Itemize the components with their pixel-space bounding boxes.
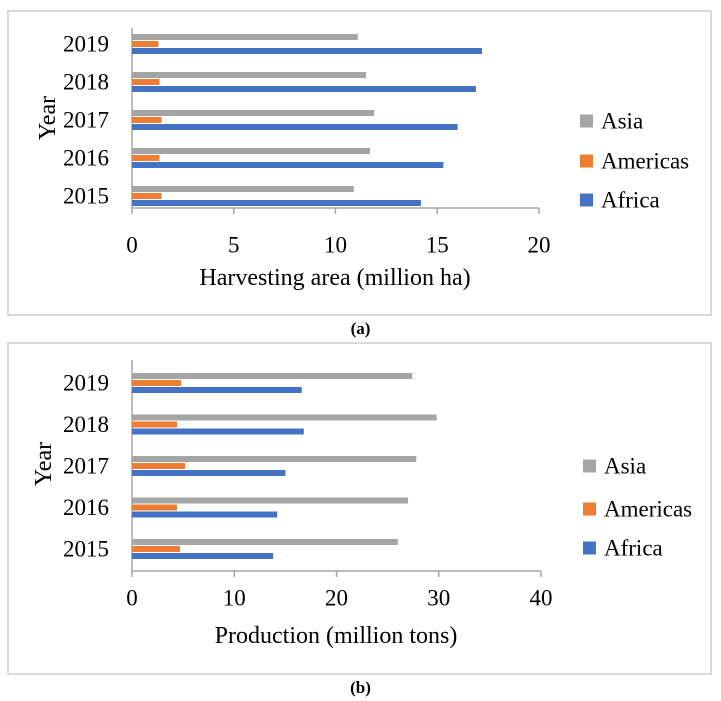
- x-tick-label: 20: [325, 586, 348, 611]
- bar-americas-2019: [132, 380, 182, 386]
- year-tick-label: 2015: [63, 184, 109, 209]
- bar-americas-2015: [132, 193, 162, 199]
- year-tick-label: 2017: [63, 108, 109, 133]
- year-tick-label: 2018: [63, 70, 109, 95]
- legend-label-africa: Africa: [604, 536, 663, 561]
- bar-asia-2019: [132, 373, 413, 379]
- bar-americas-2017: [132, 117, 162, 123]
- bar-americas-2018: [132, 79, 160, 85]
- legend-label-asia: Asia: [604, 454, 646, 479]
- caption-b: (b): [350, 678, 371, 697]
- legend-label-americas: Americas: [601, 149, 689, 174]
- bar-africa-2019: [132, 387, 302, 393]
- bar-americas-2015: [132, 546, 181, 552]
- bar-africa-2016: [132, 511, 278, 518]
- bar-africa-2017: [132, 124, 458, 130]
- production-chart: 0 10 20 30 40 2019 2018 2017 2016 2015 Production …: [31, 360, 692, 649]
- bar-americas-2016: [132, 155, 160, 161]
- legend-swatch-asia: [583, 459, 596, 473]
- x-tick-label: 0: [126, 586, 138, 611]
- legend-swatch-africa: [580, 193, 593, 207]
- legend-swatch-americas: [583, 502, 596, 516]
- x-tick-label: 40: [530, 586, 553, 611]
- x-tick-label: 0: [126, 233, 138, 258]
- legend-label-asia: Asia: [601, 109, 643, 134]
- legend-swatch-americas: [580, 154, 593, 168]
- x-tick-label: 15: [426, 233, 449, 258]
- caption-a: (a): [350, 319, 371, 338]
- x-tick-label: 20: [528, 233, 551, 258]
- bar-asia-2015: [132, 539, 398, 545]
- y-axis-title: Year: [31, 442, 57, 486]
- bar-africa-2017: [132, 470, 286, 476]
- legend-swatch-asia: [580, 114, 593, 128]
- x-axis-title: Harvesting area (million ha): [199, 265, 470, 291]
- x-tick-label: 5: [228, 233, 240, 258]
- panel-b-production: 0 10 20 30 40 2019 2018 2017 2016 2015 Production …: [7, 342, 712, 675]
- bar-africa-2016: [132, 162, 444, 168]
- bar-asia-2015: [132, 186, 354, 192]
- x-tick-label: 10: [324, 233, 347, 258]
- bar-africa-2015: [132, 200, 421, 206]
- x-tick-label: 30: [427, 586, 450, 611]
- bar-africa-2015: [132, 553, 274, 559]
- year-tick-label: 2017: [63, 454, 109, 479]
- year-tick-label: 2016: [63, 495, 109, 520]
- legend-label-africa: Africa: [601, 188, 660, 213]
- bar-asia-2018: [132, 72, 367, 78]
- bar-americas-2019: [132, 41, 159, 47]
- bar-asia-2019: [132, 34, 358, 40]
- bar-africa-2019: [132, 48, 483, 54]
- bar-asia-2016: [132, 497, 409, 504]
- y-axis-title: Year: [35, 96, 61, 140]
- bar-asia-2017: [132, 456, 417, 462]
- bar-asia-2017: [132, 110, 375, 116]
- legend-swatch-africa: [583, 541, 596, 555]
- bar-africa-2018: [132, 86, 476, 92]
- year-tick-label: 2015: [63, 537, 109, 562]
- year-tick-label: 2016: [63, 146, 109, 171]
- bar-asia-2016: [132, 148, 371, 154]
- bar-americas-2017: [132, 463, 186, 469]
- legend-label-americas: Americas: [604, 497, 692, 522]
- x-tick-label: 10: [223, 586, 246, 611]
- harvesting-area-chart: 0 5 10 15 20 2019 2018 2017 2016 2015 Harvesting a…: [35, 28, 689, 291]
- x-axis-title: Production (million tons): [215, 623, 458, 649]
- year-tick-label: 2018: [63, 412, 109, 437]
- bar-americas-2018: [132, 421, 177, 428]
- bar-americas-2016: [132, 504, 177, 511]
- panel-a-harvesting-area: 0 5 10 15 20 2019 2018 2017 2016 2015 Harvesting a…: [7, 10, 712, 316]
- bar-asia-2018: [132, 414, 437, 421]
- bar-africa-2018: [132, 428, 304, 435]
- year-tick-label: 2019: [63, 32, 109, 57]
- year-tick-label: 2019: [63, 371, 109, 396]
